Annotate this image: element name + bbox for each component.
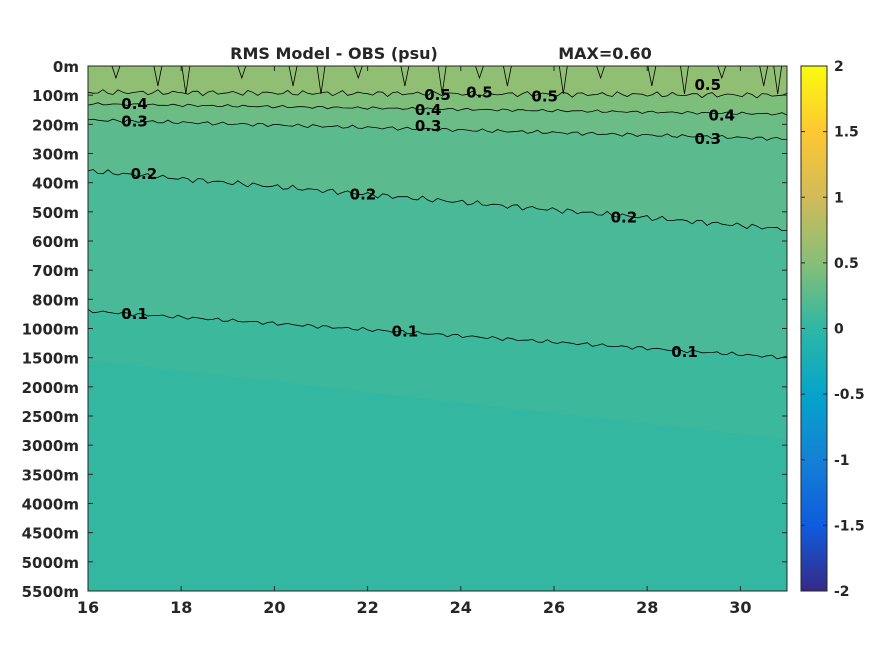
colorbar-tick-label: 0.5	[834, 256, 859, 272]
contour-label: 0.2	[131, 165, 158, 183]
y-tick-label: 4000m	[22, 496, 79, 514]
contour-spike	[353, 66, 363, 80]
contour-label: 0.3	[694, 130, 721, 148]
contour-label: 0.2	[611, 209, 638, 227]
y-tick-label: 200m	[32, 116, 79, 134]
contour-spike	[596, 66, 605, 80]
field-band	[88, 66, 787, 98]
colorbar-tick-label: 1	[834, 190, 844, 206]
colorbar-tick-label: 1.5	[834, 125, 859, 141]
colorbar-tick-label: 2	[834, 59, 844, 75]
y-tick-label: 600m	[32, 233, 79, 251]
colorbar-tick-label: -2	[834, 584, 850, 600]
y-tick-label: 1500m	[22, 350, 79, 368]
contour-spike	[475, 66, 484, 80]
salinity-rms-field	[88, 66, 787, 591]
colorbar-tick-label: -1	[834, 453, 850, 469]
x-tick-label: 16	[77, 598, 99, 617]
x-tick-label: 30	[729, 598, 751, 617]
y-tick-label: 4500m	[22, 525, 79, 543]
y-tick-label: 400m	[32, 175, 79, 193]
y-tick-label: 2500m	[22, 408, 79, 426]
max-label: MAX=0.60	[558, 44, 652, 63]
colorbar-tick-label: 0	[834, 322, 844, 338]
contour-spike	[680, 66, 689, 95]
contour-line	[88, 102, 787, 116]
x-tick-label: 22	[356, 598, 378, 617]
contour-spike	[437, 66, 447, 95]
contour-label: 0.2	[350, 185, 377, 203]
contour-spike	[503, 66, 512, 87]
contour-spike	[773, 66, 783, 95]
contour-label: 0.5	[424, 86, 451, 104]
x-tick-label: 18	[170, 598, 192, 617]
y-axis: 0m 100m 200m 300m 400m 500m 600m 700m 800m 1000m 1…	[22, 58, 787, 601]
colorbar	[800, 65, 828, 592]
contour-spike	[717, 66, 727, 80]
contour-spike	[759, 66, 769, 87]
y-tick-label: 2000m	[22, 379, 79, 397]
contour-line	[88, 89, 787, 99]
x-tick-label: 26	[543, 598, 565, 617]
x-axis: 16 18 20 22 24 26 28 30	[77, 66, 752, 617]
contour-label: 0.4	[415, 101, 442, 119]
contour-spike	[647, 66, 657, 87]
y-tick-label: 500m	[32, 204, 79, 222]
contour-label: 0.3	[121, 112, 148, 130]
y-tick-label: 3500m	[22, 466, 79, 484]
contour-line	[88, 308, 787, 360]
contour-spike	[288, 66, 298, 87]
y-tick-label: 0m	[53, 58, 79, 76]
contour-label: 0.4	[708, 107, 735, 125]
contour-labels: 0.40.30.20.20.20.10.10.10.40.30.30.40.50…	[121, 76, 735, 361]
chart-title: RMS Model - OBS (psu)	[230, 44, 438, 63]
contour-spike	[153, 66, 163, 87]
contour-line	[88, 168, 787, 232]
y-tick-label: 3000m	[22, 437, 79, 455]
colorbar-ticks: 2 1.5 1 0.5 0 -0.5 -1 -1.5 -2	[801, 59, 865, 600]
y-tick-label: 100m	[32, 87, 79, 105]
y-tick-label: 5500m	[22, 583, 79, 601]
y-tick-label: 1000m	[22, 321, 79, 339]
x-tick-label: 20	[263, 598, 285, 617]
contour-label: 0.1	[121, 305, 148, 323]
contour-label: 0.3	[415, 117, 442, 135]
contour-label: 0.1	[671, 343, 698, 361]
y-tick-label: 700m	[32, 262, 79, 280]
y-tick-label: 5000m	[22, 554, 79, 572]
contour-label: 0.5	[466, 83, 493, 101]
contour-spike	[400, 66, 410, 87]
colorbar-tick-label: -1.5	[834, 518, 865, 534]
contour-lines	[88, 66, 787, 360]
contour-spike	[111, 66, 121, 80]
contour-spike	[237, 66, 247, 80]
y-tick-label: 800m	[32, 291, 79, 309]
contour-label: 0.4	[121, 95, 148, 113]
contour-label: 0.5	[694, 76, 721, 94]
contour-line	[88, 118, 787, 141]
colorbar-tick-label: -0.5	[834, 387, 865, 403]
y-tick-label: 300m	[32, 146, 79, 164]
x-tick-label: 24	[450, 598, 472, 617]
contour-spike	[558, 66, 568, 95]
contour-spike	[316, 66, 326, 95]
contour-spike	[181, 66, 191, 95]
x-tick-label: 28	[636, 598, 658, 617]
contour-label: 0.5	[531, 88, 558, 106]
contour-label: 0.1	[392, 322, 419, 340]
